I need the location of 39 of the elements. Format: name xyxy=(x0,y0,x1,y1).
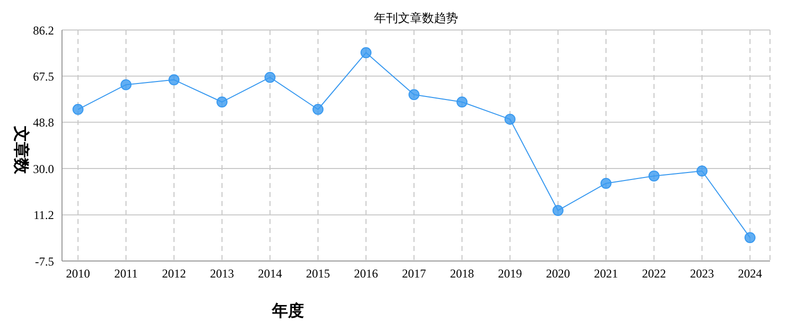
y-tick-label: 67.5 xyxy=(33,69,54,84)
x-tick-label: 2023 xyxy=(690,266,714,281)
y-tick-label: 11.2 xyxy=(33,208,54,222)
point xyxy=(408,89,420,100)
point xyxy=(600,178,612,189)
point xyxy=(696,166,708,177)
point xyxy=(456,96,468,108)
point xyxy=(360,47,372,58)
point xyxy=(504,114,516,125)
y-tick-label: 86.2 xyxy=(33,23,54,38)
point xyxy=(264,72,276,83)
x-tick-label: 2010 xyxy=(66,266,90,281)
x-tick-label: 2011 xyxy=(114,266,138,281)
point xyxy=(120,79,132,90)
point xyxy=(72,104,84,115)
point xyxy=(648,170,660,182)
point xyxy=(168,74,180,86)
y-tick-label: -7.5 xyxy=(35,254,54,268)
point xyxy=(552,204,564,216)
x-tick-label: 2019 xyxy=(498,266,522,281)
x-tick-label: 2020 xyxy=(546,266,570,281)
x-tick-label: 2022 xyxy=(642,266,666,281)
x-tick-label: 2017 xyxy=(402,266,426,281)
point xyxy=(744,232,756,244)
point xyxy=(216,96,228,108)
y-tick-label: 48.8 xyxy=(33,115,54,130)
y-tick-label: 30.0 xyxy=(33,162,54,176)
x-tick-label: 2024 xyxy=(738,266,762,281)
x-tick-label: 2021 xyxy=(594,266,618,281)
x-tick-label: 2012 xyxy=(162,266,186,281)
y-axis-title: 文章数 xyxy=(11,126,30,174)
x-tick-label: 2014 xyxy=(258,266,282,281)
x-tick-label: 2015 xyxy=(306,266,330,281)
x-tick-label: 2016 xyxy=(354,266,378,281)
x-tick-label: 2018 xyxy=(450,266,474,281)
chart-title: 年刊文章数趋势 xyxy=(373,10,459,27)
x-axis-title: 年度 xyxy=(271,301,304,320)
point xyxy=(312,104,324,115)
x-tick-label: 2013 xyxy=(210,266,234,281)
